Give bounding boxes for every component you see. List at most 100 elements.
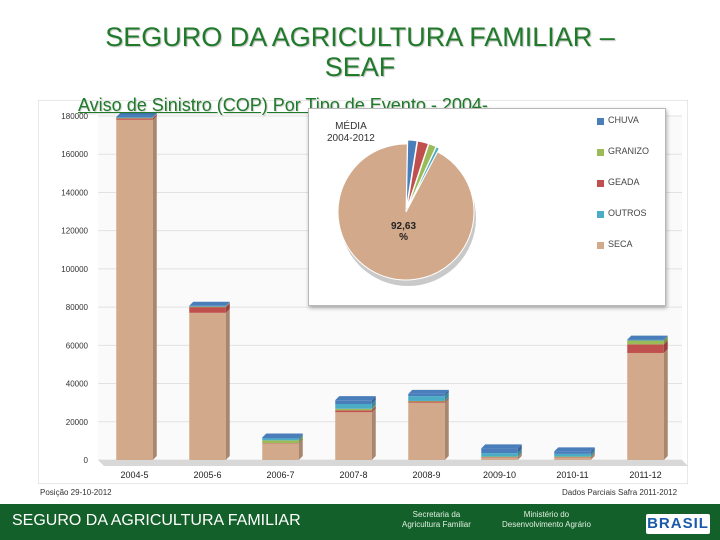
x-tick-label: 2004-5 — [120, 470, 148, 480]
bar-segment-side — [444, 397, 449, 403]
bar-segment-chuva — [189, 305, 226, 307]
legend-swatch-outros — [597, 211, 604, 218]
bar-segment-side — [663, 340, 668, 353]
bar-segment-side — [444, 392, 449, 401]
legend-swatch-seca — [597, 242, 604, 249]
bar-segment-side — [590, 447, 595, 454]
bar-segment-side — [152, 115, 157, 461]
bar-segment-side — [590, 452, 595, 458]
bar-segment-side — [225, 308, 230, 460]
bar-segment-chuva — [116, 116, 153, 118]
bar-top — [116, 112, 157, 117]
bar-segment-side — [590, 453, 595, 460]
bar-segment-side — [663, 335, 668, 341]
position-note: Posição 29-10-2012 — [40, 488, 112, 497]
secretaria-line2: Agricultura Familiar — [402, 520, 471, 529]
bar-segment-granizo — [262, 440, 299, 444]
y-tick-label: 0 — [84, 456, 89, 465]
legend-label-seca: SECA — [608, 239, 633, 249]
legend-item-geada: GEADA — [597, 177, 661, 208]
y-tick-label: 20000 — [66, 418, 89, 427]
bar-segment-seca — [116, 119, 153, 461]
bar-segment-seca — [408, 402, 445, 460]
bar-segment-side — [371, 400, 376, 409]
bar-top — [554, 447, 595, 452]
bar-top — [481, 444, 522, 449]
bar-segment-side — [517, 453, 522, 458]
bar-segment-geada — [116, 118, 153, 120]
secretaria-logo: Secretaria da Agricultura Familiar — [402, 510, 471, 530]
bar-segment-side — [225, 303, 230, 313]
legend-label-granizo: GRANIZO — [608, 146, 650, 156]
legend-label-outros: OUTROS — [608, 208, 647, 218]
bar-segment-side — [152, 112, 157, 118]
bar-segment-side — [590, 449, 595, 457]
bar-segment-chuva — [481, 448, 518, 454]
bar-segment-side — [225, 302, 230, 307]
y-tick-label: 160000 — [61, 150, 88, 159]
bar-segment-side — [444, 396, 449, 402]
bar-segment-seca — [189, 312, 226, 460]
brasil-logo: BRASIL — [647, 515, 709, 532]
pie-title: MÉDIA 2004-2012 — [327, 121, 375, 145]
bar-segment-side — [663, 348, 668, 460]
bar-segment-side — [517, 453, 522, 460]
x-tick-label: 2006-7 — [266, 470, 294, 480]
bar-segment-geada — [189, 307, 226, 313]
bar-segment-granizo — [554, 456, 591, 458]
bar-segment-side — [298, 439, 303, 460]
bar-segment-chuva — [262, 437, 299, 439]
bar-segment-chuva — [554, 451, 591, 454]
bar-segment-geada — [262, 443, 299, 444]
bar-segment-side — [298, 434, 303, 441]
y-tick-label: 100000 — [61, 265, 88, 274]
secretaria-line1: Secretaria da — [412, 510, 461, 519]
legend-swatch-geada — [597, 180, 604, 187]
ministerio-line1: Ministério do — [523, 510, 570, 519]
bar-segment-granizo — [335, 408, 372, 411]
source-note: Dados Parciais Safra 2011-2012 — [562, 488, 678, 497]
footer-bar: SEGURO DA AGRICULTURA FAMILIAR Secretari… — [0, 504, 720, 540]
bar-segment-seca — [627, 352, 664, 460]
bar-segment-side — [298, 436, 303, 444]
legend-swatch-chuva — [597, 118, 604, 125]
bar-segment-side — [298, 439, 303, 444]
bar-segment-outros — [116, 117, 153, 118]
legend-item-granizo: GRANIZO — [597, 146, 661, 177]
bar-segment-side — [371, 406, 376, 413]
bar-segment-seca — [262, 443, 299, 460]
bar-segment-side — [225, 301, 230, 307]
bar-segment-side — [371, 404, 376, 411]
bar-segment-side — [517, 449, 522, 457]
ministerio-line2: Desenvolvimento Agrário — [502, 520, 591, 529]
x-tick-label: 2009-10 — [483, 470, 516, 480]
bar-segment-geada — [481, 457, 518, 458]
x-tick-label: 2007-8 — [339, 470, 367, 480]
pie-title-line1: MÉDIA — [335, 121, 367, 132]
x-tick-label: 2011-12 — [629, 470, 661, 480]
bar-segment-geada — [335, 410, 372, 413]
bar-segment-side — [225, 302, 230, 308]
bar-segment-granizo — [189, 306, 226, 308]
y-tick-label: 120000 — [61, 227, 88, 236]
x-tick-label: 2008-9 — [412, 470, 440, 480]
bar-segment-chuva — [627, 339, 664, 341]
bar-segment-outros — [481, 453, 518, 457]
bar-segment-outros — [408, 396, 445, 401]
chart-floor — [98, 460, 688, 466]
legend-label-chuva: CHUVA — [608, 115, 639, 125]
bar-segment-geada — [554, 457, 591, 458]
legend-item-chuva: CHUVA — [597, 115, 661, 146]
x-tick-label: 2010-11 — [556, 470, 588, 480]
bar-top — [335, 396, 376, 401]
bar-segment-side — [371, 396, 376, 405]
page-title: SEGURO DA AGRICULTURA FAMILIAR – SEAF — [0, 22, 720, 82]
bar-segment-side — [152, 113, 157, 118]
bar-segment-geada — [408, 401, 445, 403]
y-tick-label: 60000 — [66, 341, 89, 350]
bar-segment-side — [371, 408, 376, 460]
bar-segment-side — [298, 433, 303, 439]
bar-segment-side — [517, 444, 522, 454]
bar-segment-seca — [481, 457, 518, 460]
bar-segment-outros — [627, 339, 664, 341]
